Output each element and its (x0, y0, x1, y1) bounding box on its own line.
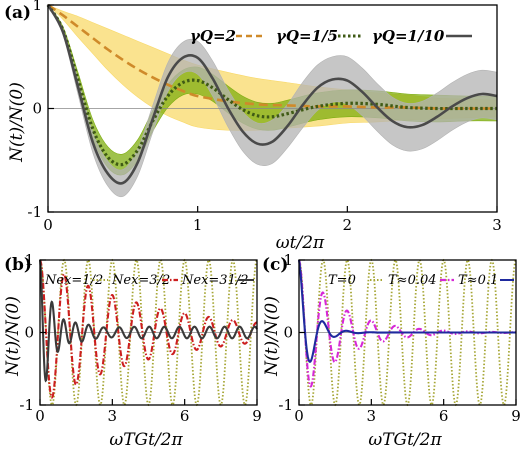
panel-a-xlabel: ωt/2π (276, 233, 325, 253)
panel-a-ylabel: N(t)/N(0) (7, 82, 27, 163)
panel-a-series (46, 3, 498, 185)
panel-c: (c) 0 3 6 9-101 ωTGt/2π N(t)/N(0) T=0 T≈0.0… (262, 251, 520, 450)
x-tick-label: 2 (343, 216, 353, 234)
panel-a-ticks: 0 1 2 3-101 (27, 0, 501, 234)
panel-b-ticks: 0 3 6 9-101 (19, 251, 261, 425)
x-tick-label: 3 (367, 407, 377, 425)
panel-c-legend: T=0 T≈0.04 T≈0.1 (328, 273, 514, 288)
legend-b-entry-3: Nex=31/2 (181, 273, 249, 288)
legend-b-entry-2: Nex=3/2 (111, 273, 170, 288)
y-tick-label: 0 (24, 324, 34, 342)
x-tick-label: 3 (492, 216, 502, 234)
line-series-1 (47, 3, 497, 110)
legend-c-entry-1: T=0 (328, 273, 356, 288)
c-line-series-3 (297, 259, 516, 363)
legend-a-entry-1: γQ=2 (190, 27, 236, 45)
y-tick-label: 1 (24, 251, 34, 269)
y-tick-label: 0 (32, 100, 42, 118)
panel-a: (a) 0 1 2 3-101 ωt/2π N(t)/N(0) γQ=2 γQ=1/5… (4, 0, 502, 253)
x-tick-label: 0 (35, 407, 45, 425)
panel-b-label: (b) (4, 255, 32, 275)
x-tick-label: 3 (108, 407, 118, 425)
panel-c-ylabel: N(t)/N(0) (262, 296, 282, 377)
y-tick-label: -1 (278, 396, 293, 414)
x-tick-label: 6 (180, 407, 190, 425)
y-tick-label: -1 (19, 396, 34, 414)
legend-c-entry-2: T≈0.04 (388, 273, 437, 288)
legend-a-entry-3: γQ=1/10 (372, 27, 445, 45)
panel-c-ticks: 0 3 6 9-101 (278, 251, 520, 425)
y-tick-label: 0 (283, 324, 293, 342)
panel-c-label: (c) (262, 255, 288, 275)
x-tick-label: 0 (43, 216, 53, 234)
panel-b-legend: Nex=1/2 Nex=3/2 Nex=31/2 (44, 273, 254, 288)
panel-c-xlabel: ωTGt/2π (368, 430, 442, 450)
legend-a-entry-2: γQ=1/5 (276, 27, 338, 45)
legend-b-entry-1: Nex=1/2 (44, 273, 103, 288)
y-tick-label: 1 (283, 251, 293, 269)
x-tick-label: 6 (439, 407, 449, 425)
x-tick-label: 9 (252, 407, 262, 425)
y-tick-label: 1 (32, 0, 42, 14)
line-series-3 (46, 4, 498, 185)
panel-b: (b) 0 3 6 9-101 ωTGt/2π N(t)/N(0) Nex=1/2 N… (3, 251, 262, 450)
x-tick-label: 9 (511, 407, 520, 425)
b-line-series-2 (39, 259, 257, 399)
panel-a-legend: γQ=2 γQ=1/5 γQ=1/10 (190, 27, 472, 45)
panel-b-xlabel: ωTGt/2π (109, 430, 183, 450)
c-line-series-2 (298, 259, 516, 388)
legend-c-entry-3: T≈0.1 (458, 273, 498, 288)
panel-b-ylabel: N(t)/N(0) (3, 296, 23, 377)
b-line-series-3 (38, 259, 258, 383)
x-tick-label: 1 (193, 216, 203, 234)
panel-a-label: (a) (4, 3, 31, 23)
x-tick-label: 0 (294, 407, 304, 425)
y-tick-label: -1 (27, 203, 42, 221)
